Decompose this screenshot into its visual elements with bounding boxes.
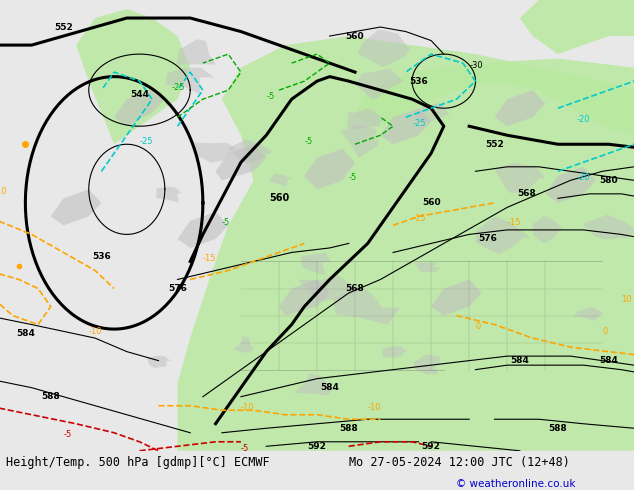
- Text: -10: -10: [241, 403, 254, 412]
- Text: Height/Temp. 500 hPa [gdmp][°C] ECMWF: Height/Temp. 500 hPa [gdmp][°C] ECMWF: [6, 456, 270, 469]
- Text: -25: -25: [171, 83, 184, 92]
- Text: 592: 592: [422, 442, 441, 451]
- Text: 536: 536: [92, 252, 111, 262]
- Polygon shape: [520, 0, 634, 54]
- Text: 552: 552: [485, 140, 504, 149]
- Polygon shape: [178, 36, 634, 451]
- Text: 584: 584: [320, 383, 339, 392]
- Text: -20: -20: [577, 115, 590, 123]
- Text: © weatheronline.co.uk: © weatheronline.co.uk: [456, 479, 576, 489]
- Polygon shape: [413, 355, 439, 374]
- Polygon shape: [269, 173, 292, 187]
- Polygon shape: [340, 124, 378, 158]
- Text: -10: -10: [89, 327, 102, 336]
- Text: -25: -25: [139, 137, 153, 146]
- Text: 568: 568: [346, 284, 365, 293]
- Polygon shape: [358, 29, 411, 67]
- Text: 560: 560: [422, 198, 441, 207]
- Polygon shape: [228, 139, 273, 164]
- Text: -15: -15: [507, 219, 521, 227]
- Text: 568: 568: [517, 189, 536, 198]
- Text: -5: -5: [222, 219, 230, 227]
- Text: 0: 0: [602, 327, 607, 336]
- Text: 560: 560: [346, 31, 365, 41]
- Polygon shape: [582, 215, 634, 240]
- Polygon shape: [574, 307, 604, 321]
- Polygon shape: [294, 373, 336, 396]
- Polygon shape: [347, 108, 387, 129]
- Polygon shape: [355, 68, 404, 100]
- Polygon shape: [355, 59, 634, 135]
- Text: -5: -5: [63, 430, 72, 439]
- Polygon shape: [415, 262, 440, 272]
- Text: 10: 10: [621, 295, 632, 304]
- Text: 584: 584: [16, 329, 35, 338]
- Polygon shape: [51, 189, 101, 225]
- Polygon shape: [495, 163, 545, 194]
- Text: 588: 588: [548, 424, 567, 433]
- Text: -10: -10: [0, 187, 7, 196]
- Polygon shape: [304, 149, 355, 189]
- Text: -5: -5: [266, 92, 275, 101]
- Text: -20: -20: [577, 173, 590, 182]
- Polygon shape: [545, 167, 596, 203]
- Text: 544: 544: [130, 90, 149, 99]
- Polygon shape: [114, 90, 165, 126]
- Polygon shape: [76, 9, 190, 144]
- Polygon shape: [431, 279, 482, 316]
- Text: 592: 592: [307, 442, 327, 451]
- Text: 560: 560: [269, 194, 289, 203]
- Polygon shape: [166, 68, 214, 95]
- Polygon shape: [414, 103, 450, 122]
- Polygon shape: [176, 39, 216, 65]
- Text: 536: 536: [409, 76, 428, 86]
- Polygon shape: [495, 90, 545, 126]
- Text: -15: -15: [412, 214, 425, 223]
- Polygon shape: [380, 108, 431, 144]
- Text: -5: -5: [304, 137, 313, 146]
- Polygon shape: [216, 144, 266, 180]
- Polygon shape: [476, 217, 530, 254]
- Text: 588: 588: [339, 424, 358, 433]
- Text: -25: -25: [412, 119, 425, 128]
- Polygon shape: [301, 252, 331, 275]
- Text: -30: -30: [469, 61, 482, 70]
- Text: 584: 584: [599, 356, 618, 365]
- Text: -5: -5: [349, 173, 357, 182]
- Text: -15: -15: [203, 254, 216, 264]
- Text: 588: 588: [41, 392, 60, 401]
- Text: 0: 0: [476, 322, 481, 331]
- Text: 580: 580: [599, 176, 618, 185]
- Polygon shape: [333, 286, 400, 324]
- Polygon shape: [234, 336, 254, 353]
- Polygon shape: [533, 216, 564, 244]
- Text: 552: 552: [54, 23, 73, 31]
- Text: 576: 576: [479, 234, 498, 244]
- Text: 584: 584: [510, 356, 529, 365]
- Polygon shape: [156, 187, 182, 202]
- Polygon shape: [195, 143, 236, 163]
- Text: Mo 27-05-2024 12:00 JTC (12+48): Mo 27-05-2024 12:00 JTC (12+48): [349, 456, 569, 469]
- Polygon shape: [279, 279, 330, 316]
- Text: -10: -10: [368, 403, 381, 412]
- Text: 576: 576: [168, 284, 187, 293]
- Polygon shape: [178, 212, 228, 248]
- Polygon shape: [146, 356, 171, 368]
- Polygon shape: [298, 274, 364, 302]
- Text: -5: -5: [241, 444, 249, 453]
- Polygon shape: [382, 346, 408, 358]
